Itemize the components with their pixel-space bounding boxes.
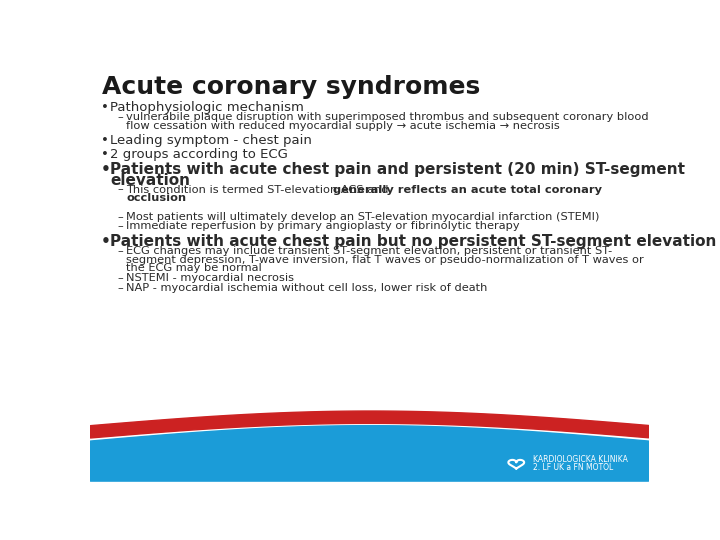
Text: occlusion: occlusion bbox=[127, 193, 186, 204]
Text: ECG changes may include transient ST-segment elevation, persistent or transient : ECG changes may include transient ST-seg… bbox=[127, 246, 613, 256]
Text: Acute coronary syndromes: Acute coronary syndromes bbox=[102, 75, 481, 99]
Text: –: – bbox=[118, 221, 124, 232]
Text: KARDIOLOGICKA KLINIKA: KARDIOLOGICKA KLINIKA bbox=[534, 455, 628, 463]
Text: elevation: elevation bbox=[110, 173, 190, 188]
Text: •: • bbox=[101, 234, 111, 249]
Text: Leading symptom - chest pain: Leading symptom - chest pain bbox=[110, 134, 312, 147]
Text: segment depression, T-wave inversion, flat T waves or pseudo-normalization of T : segment depression, T-wave inversion, fl… bbox=[127, 254, 644, 265]
Text: Patients with acute chest pain and persistent (20 min) ST-segment: Patients with acute chest pain and persi… bbox=[110, 162, 685, 177]
Text: Patients with acute chest pain but no persistent ST-segment elevation: Patients with acute chest pain but no pe… bbox=[110, 234, 716, 249]
Text: NAP - myocardial ischemia without cell loss, lower risk of death: NAP - myocardial ischemia without cell l… bbox=[127, 283, 488, 293]
Text: •: • bbox=[101, 101, 109, 114]
Text: Immediate reperfusion by primary angioplasty or fibrinolytic therapy: Immediate reperfusion by primary angiopl… bbox=[127, 221, 520, 232]
Text: –: – bbox=[118, 246, 124, 256]
Text: NSTEMI - myocardial necrosis: NSTEMI - myocardial necrosis bbox=[127, 273, 294, 283]
Text: 2. LF UK a FN MOTOL: 2. LF UK a FN MOTOL bbox=[534, 463, 613, 472]
Text: –: – bbox=[118, 112, 124, 122]
Text: This condition is termed ST-elevation ACS and: This condition is termed ST-elevation AC… bbox=[127, 185, 392, 194]
Text: –: – bbox=[118, 212, 124, 222]
Text: •: • bbox=[101, 148, 109, 161]
Text: vulnerabile plaque disruption with superimposed thrombus and subsequent coronary: vulnerabile plaque disruption with super… bbox=[127, 112, 649, 122]
Text: the ECG may be normal: the ECG may be normal bbox=[127, 264, 262, 273]
Text: –: – bbox=[118, 273, 124, 283]
Text: Most patients will ultimately develop an ST-elevation myocardial infarction (STE: Most patients will ultimately develop an… bbox=[127, 212, 600, 222]
Text: •: • bbox=[101, 134, 109, 147]
Text: flow cessation with reduced myocardial supply → acute ischemia → necrosis: flow cessation with reduced myocardial s… bbox=[127, 121, 560, 131]
Text: generally reflects an acute total coronary: generally reflects an acute total corona… bbox=[333, 185, 602, 194]
Text: Pathophysiologic mechanism: Pathophysiologic mechanism bbox=[110, 101, 304, 114]
Text: •: • bbox=[101, 162, 111, 177]
Text: –: – bbox=[118, 185, 124, 194]
Text: 2 groups according to ECG: 2 groups according to ECG bbox=[110, 148, 288, 161]
Text: –: – bbox=[118, 283, 124, 293]
